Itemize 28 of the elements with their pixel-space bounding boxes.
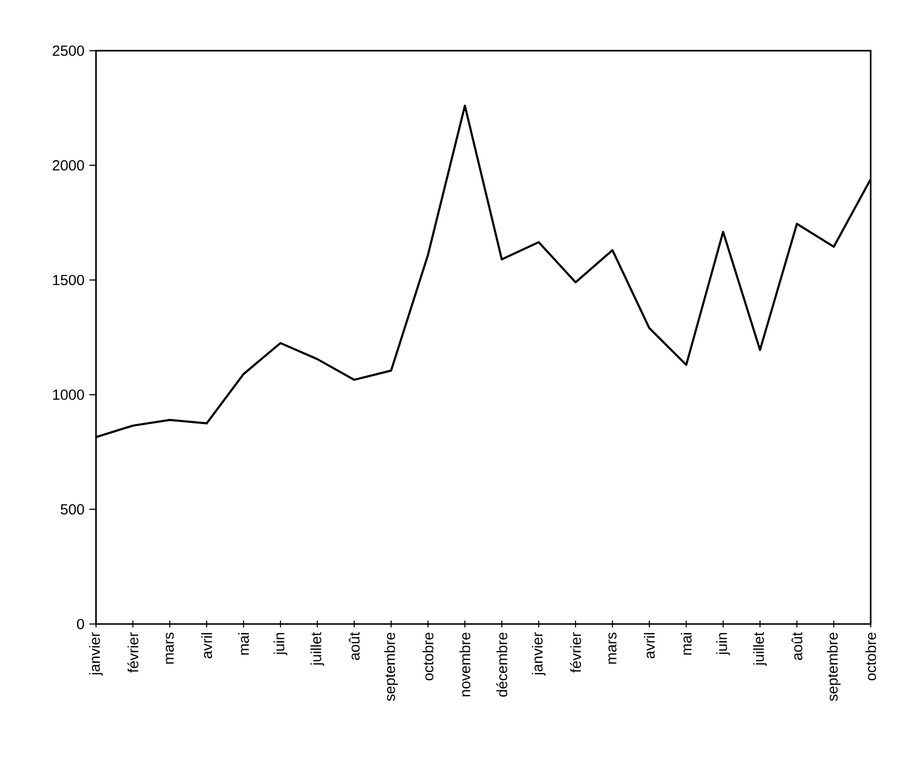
y-tick-label: 1500 xyxy=(53,274,84,286)
y-tick-label: 2500 xyxy=(52,45,84,56)
y-tick-label: 1000 xyxy=(53,389,84,400)
x-tick-label: juillet xyxy=(310,632,324,666)
y-tick-label: 500 xyxy=(60,504,84,515)
x-tick-label: octobre xyxy=(422,632,434,680)
x-tick-label: septembre xyxy=(384,632,398,701)
y-tick-label: 2000 xyxy=(52,160,84,171)
x-tick-label: avril xyxy=(201,633,212,658)
x-tick-label: mars xyxy=(608,632,616,664)
x-tick-label: mai xyxy=(238,633,249,655)
x-tick-label: septembre xyxy=(826,632,841,701)
y-tick-label: 0 xyxy=(77,618,84,630)
x-tick-label: novembre xyxy=(460,632,470,696)
x-tick-label: décembre xyxy=(496,632,508,697)
x-tick-label: juin xyxy=(274,633,288,656)
x-tick-label: mars xyxy=(166,632,174,664)
x-tick-label: août xyxy=(792,632,802,660)
x-tick-label: juillet xyxy=(753,632,767,666)
x-tick-label: janvier xyxy=(532,632,546,676)
x-tick-label: octobre xyxy=(865,632,876,680)
x-tick-label: février xyxy=(570,632,582,673)
x-tick-label: juin xyxy=(716,633,730,656)
x-tick-label: avril xyxy=(644,633,655,658)
x-tick-label: août xyxy=(348,632,360,660)
x-tick-label: février xyxy=(127,632,138,673)
x-tick-label: mai xyxy=(680,633,692,655)
x-tick-label: janvier xyxy=(89,632,103,676)
